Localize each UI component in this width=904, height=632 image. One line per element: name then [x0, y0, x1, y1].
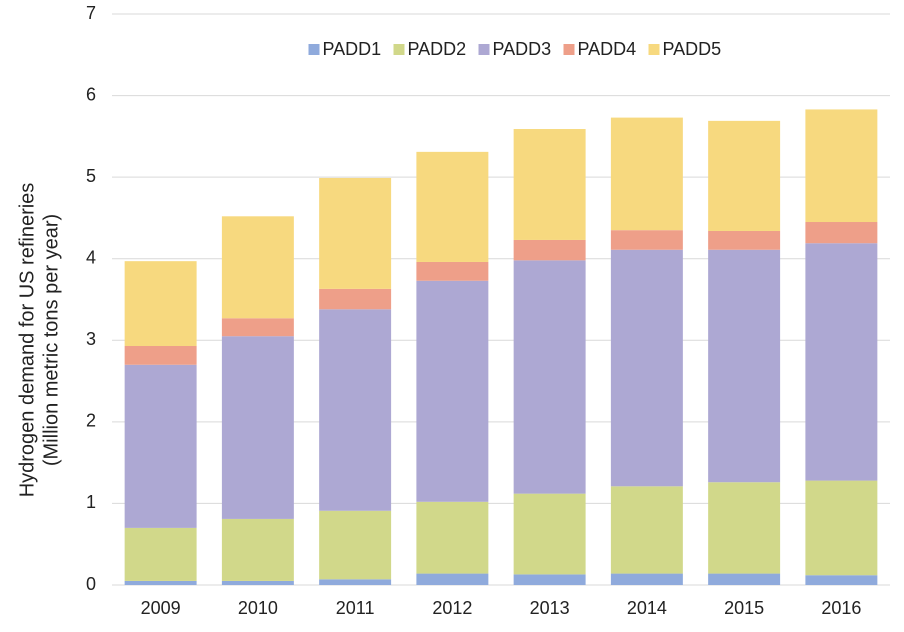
bar-segment — [416, 151, 489, 262]
bar-segment — [416, 280, 489, 502]
y-tick-label: 1 — [86, 492, 96, 512]
legend-label: PADD1 — [323, 39, 382, 59]
bar-segment — [221, 580, 294, 585]
x-tick-label: 2011 — [336, 598, 375, 618]
x-tick-label: 2013 — [530, 598, 570, 618]
bar-segment — [610, 486, 683, 574]
y-axis-title-line: Hydrogen demand for US refineries — [16, 183, 38, 498]
bar-segment — [319, 309, 392, 511]
legend-label: PADD2 — [408, 39, 467, 59]
bar-segment — [513, 260, 586, 494]
x-tick-label: 2016 — [821, 598, 861, 618]
y-tick-label: 6 — [86, 84, 96, 104]
bar-segment — [610, 230, 683, 250]
bar-segment — [805, 243, 878, 481]
bar-segment — [319, 288, 392, 310]
x-tick-label: 2012 — [432, 598, 472, 618]
bar-segment — [708, 249, 781, 483]
bar-segment — [708, 120, 781, 231]
legend-swatch — [478, 44, 490, 55]
x-tick-label: 2009 — [141, 598, 181, 618]
bar-segment — [124, 527, 197, 581]
x-tick-label: 2015 — [724, 598, 764, 618]
legend-swatch — [563, 44, 575, 55]
bar-segment — [805, 109, 878, 223]
y-tick-label: 5 — [86, 166, 96, 186]
bar-segment — [610, 117, 683, 231]
y-tick-label: 3 — [86, 329, 96, 349]
bar-segment — [221, 518, 294, 581]
y-tick-label: 4 — [86, 247, 96, 267]
bar-segment — [221, 336, 294, 519]
bar-segment — [708, 573, 781, 585]
bar-segment — [805, 575, 878, 585]
y-tick-label: 2 — [86, 411, 96, 431]
bar-segment — [708, 230, 781, 250]
legend-label: PADD4 — [578, 39, 637, 59]
bar-segment — [319, 177, 392, 289]
bar-segment — [416, 573, 489, 585]
legend-label: PADD3 — [493, 39, 552, 59]
bar-segment — [124, 364, 197, 528]
bar-segment — [513, 493, 586, 575]
bar-segment — [805, 222, 878, 244]
bar-segment — [708, 482, 781, 574]
y-tick-label: 0 — [86, 574, 96, 594]
bar-segment — [805, 480, 878, 576]
bar-segment — [124, 261, 197, 346]
y-axis-title-line: (Million metric tons per year) — [40, 214, 62, 466]
bar-segment — [319, 510, 392, 580]
bar-segment — [319, 579, 392, 585]
bar-segment — [221, 216, 294, 319]
y-axis-title: Hydrogen demand for US refineries (Milli… — [16, 183, 62, 498]
bar-segment — [416, 261, 489, 281]
legend-swatch — [393, 44, 405, 55]
bar-segment — [610, 249, 683, 487]
y-tick-label: 7 — [86, 3, 96, 23]
bar-segment — [221, 318, 294, 337]
x-tick-label: 2010 — [238, 598, 278, 618]
bar-segment — [124, 345, 197, 365]
bar-segment — [513, 239, 586, 261]
legend-swatch — [648, 44, 660, 55]
bar-segment — [416, 501, 489, 574]
legend-label: PADD5 — [663, 39, 722, 59]
bar-segment — [610, 573, 683, 585]
bar-segment — [513, 129, 586, 240]
bar-segment — [124, 580, 197, 585]
x-tick-label: 2014 — [627, 598, 667, 618]
legend-swatch — [308, 44, 320, 55]
bar-segment — [513, 574, 586, 585]
